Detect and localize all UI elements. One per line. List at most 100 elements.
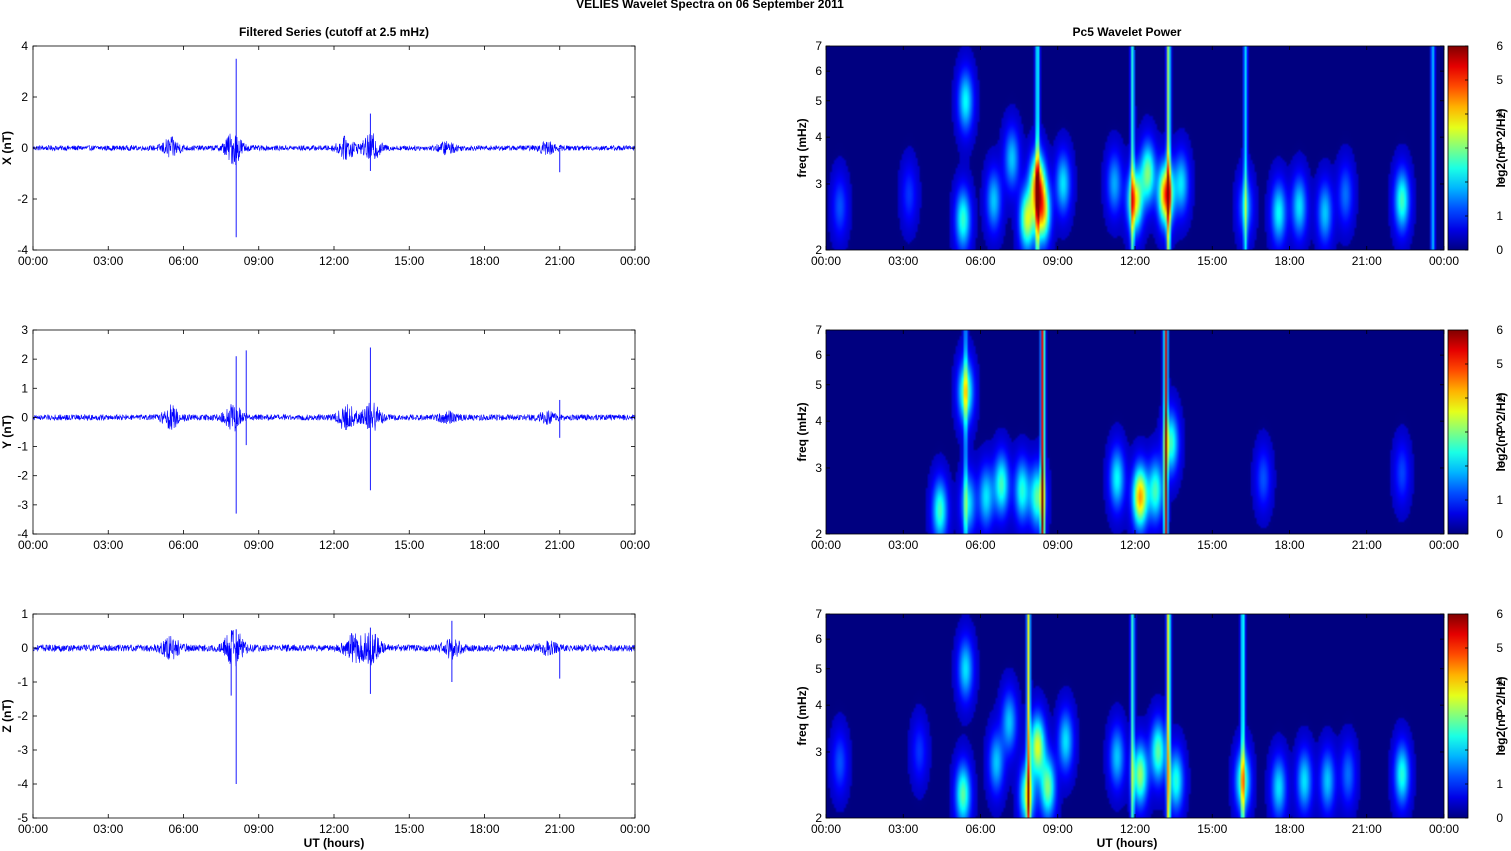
wavelet-y-colorbar-tick-label: 5 bbox=[1496, 357, 1503, 371]
wavelet-z-colorbar-tick-label: 0 bbox=[1496, 811, 1503, 825]
series-z-ytick-label: 1 bbox=[21, 607, 28, 621]
wavelet-y-ytick-label: 2 bbox=[815, 527, 822, 541]
wavelet-x-ytick-label: 6 bbox=[815, 64, 822, 78]
series-z-ytick-label: 0 bbox=[21, 641, 28, 655]
wavelet-y-colorbar-tick-label: 0 bbox=[1496, 527, 1503, 541]
wavelet-y-xtick-label: 12:00 bbox=[1120, 538, 1150, 552]
series-z-ytick-label: -4 bbox=[17, 777, 28, 791]
wavelet-z-xtick-label: 00:00 bbox=[811, 822, 841, 836]
series-y-xtick-label: 15:00 bbox=[394, 538, 424, 552]
wavelet-y-ylabel: freq (mHz) bbox=[795, 402, 809, 461]
wavelet-x-xtick-label: 00:00 bbox=[811, 254, 841, 268]
wavelet-x-ylabel: freq (mHz) bbox=[795, 118, 809, 177]
series-x-ytick-label: 4 bbox=[21, 39, 28, 53]
wavelet-z-ylabel: freq (mHz) bbox=[795, 686, 809, 745]
wavelet-y-xtick-label: 00:00 bbox=[1429, 538, 1459, 552]
wavelet-y-colorbar-tick-label: 1 bbox=[1496, 493, 1503, 507]
wavelet-y-xtick-label: 09:00 bbox=[1043, 538, 1073, 552]
series-z-plot-area bbox=[33, 614, 635, 818]
series-z-ytick-label: -1 bbox=[17, 675, 28, 689]
series-z-ytick-label: -2 bbox=[17, 709, 28, 723]
wavelet-y-xtick-label: 00:00 bbox=[811, 538, 841, 552]
series-z-xtick-label: 21:00 bbox=[545, 822, 575, 836]
wavelet-y-ytick-label: 4 bbox=[815, 414, 822, 428]
wavelet-z-ytick-label: 4 bbox=[815, 698, 822, 712]
wavelet-z-colorbar-tick-label: 6 bbox=[1496, 607, 1503, 621]
wavelet-z-colorbar-tick-label: 1 bbox=[1496, 777, 1503, 791]
wavelet-z-xtick-label: 09:00 bbox=[1043, 822, 1073, 836]
series-y-xtick-label: 09:00 bbox=[244, 538, 274, 552]
series-z-ytick-label: -3 bbox=[17, 743, 28, 757]
series-x-line bbox=[32, 133, 636, 166]
wavelet-x-xtick-label: 03:00 bbox=[888, 254, 918, 268]
series-z-xtick-label: 12:00 bbox=[319, 822, 349, 836]
wavelet-y-colorbar-tick-label: 2 bbox=[1496, 459, 1503, 473]
series-y-ytick-label: -3 bbox=[17, 498, 28, 512]
series-x-ytick-label: 2 bbox=[21, 90, 28, 104]
wavelet-x-colorbar-tick-label: 5 bbox=[1496, 73, 1503, 87]
series-x-xtick-label: 18:00 bbox=[469, 254, 499, 268]
series-z-xtick-label: 06:00 bbox=[168, 822, 198, 836]
series-x-xtick-label: 00:00 bbox=[18, 254, 48, 268]
series-z-xtick-label: 09:00 bbox=[244, 822, 274, 836]
wavelet-z-heatmap bbox=[826, 614, 1444, 818]
wavelet-z-xtick-label: 18:00 bbox=[1274, 822, 1304, 836]
wavelet-y-ytick-label: 6 bbox=[815, 348, 822, 362]
series-x-ytick-label: -2 bbox=[17, 192, 28, 206]
wavelet-x-xtick-label: 18:00 bbox=[1274, 254, 1304, 268]
series-y-ytick-label: 1 bbox=[21, 381, 28, 395]
series-x-xtick-label: 09:00 bbox=[244, 254, 274, 268]
wavelet-z-colorbar-label: log2(nT^2/Hz) bbox=[1494, 676, 1508, 755]
wavelet-y-ytick-label: 7 bbox=[815, 323, 822, 337]
series-y-xtick-label: 03:00 bbox=[93, 538, 123, 552]
wavelet-z-xtick-label: 21:00 bbox=[1352, 822, 1382, 836]
series-x-xtick-label: 15:00 bbox=[394, 254, 424, 268]
series-x-ytick-label: 0 bbox=[21, 141, 28, 155]
wavelet-x-ytick-label: 5 bbox=[815, 94, 822, 108]
wavelet-z-xtick-label: 03:00 bbox=[888, 822, 918, 836]
wavelet-y-ytick-label: 5 bbox=[815, 378, 822, 392]
series-z-ylabel: Z (nT) bbox=[0, 699, 14, 732]
wavelet-x-colorbar-tick-label: 4 bbox=[1496, 107, 1503, 121]
wavelet-y-xtick-label: 21:00 bbox=[1352, 538, 1382, 552]
wavelet-x-heatmap bbox=[826, 46, 1444, 250]
wavelet-y-xtick-label: 15:00 bbox=[1197, 538, 1227, 552]
wavelet-x-xtick-label: 09:00 bbox=[1043, 254, 1073, 268]
series-z-xtick-label: 00:00 bbox=[620, 822, 650, 836]
wavelet-z-ytick-label: 7 bbox=[815, 607, 822, 621]
series-y-ytick-label: -1 bbox=[17, 440, 28, 454]
wavelet-z-ytick-label: 5 bbox=[815, 662, 822, 676]
series-y-ytick-label: 2 bbox=[21, 352, 28, 366]
wavelet-x-colorbar-label: log2(nT^2/Hz) bbox=[1494, 108, 1508, 187]
wavelet-x-colorbar-tick-label: 2 bbox=[1496, 175, 1503, 189]
series-x-xtick-label: 00:00 bbox=[620, 254, 650, 268]
wavelet-z-ytick-label: 6 bbox=[815, 632, 822, 646]
wavelet-x-ytick-label: 7 bbox=[815, 39, 822, 53]
series-y-xtick-label: 06:00 bbox=[168, 538, 198, 552]
wavelet-z-colorbar-tick-label: 2 bbox=[1496, 743, 1503, 757]
series-y-plot-area bbox=[33, 330, 635, 534]
wavelet-x-colorbar-tick-label: 0 bbox=[1496, 243, 1503, 257]
series-x-xtick-label: 03:00 bbox=[93, 254, 123, 268]
series-y-xtick-label: 21:00 bbox=[545, 538, 575, 552]
left-column-title: Filtered Series (cutoff at 2.5 mHz) bbox=[239, 25, 429, 39]
series-z-xtick-label: 03:00 bbox=[93, 822, 123, 836]
series-z-line bbox=[32, 630, 636, 667]
series-y-line bbox=[32, 402, 636, 432]
wavelet-x-ytick-label: 4 bbox=[815, 130, 822, 144]
series-y-ytick-label: 3 bbox=[21, 323, 28, 337]
wavelet-x-xtick-label: 00:00 bbox=[1429, 254, 1459, 268]
series-z-xtick-label: 00:00 bbox=[18, 822, 48, 836]
wavelet-z-colorbar-tick-label: 3 bbox=[1496, 709, 1503, 723]
series-z-xtick-label: 15:00 bbox=[394, 822, 424, 836]
wavelet-x-colorbar-tick-label: 3 bbox=[1496, 141, 1503, 155]
series-y-xtick-label: 00:00 bbox=[18, 538, 48, 552]
wavelet-z-xtick-label: 15:00 bbox=[1197, 822, 1227, 836]
wavelet-x-colorbar-tick-label: 6 bbox=[1496, 39, 1503, 53]
figure-title: VELIES Wavelet Spectra on 06 September 2… bbox=[576, 0, 844, 11]
series-z-ytick-label: -5 bbox=[17, 811, 28, 825]
wavelet-x-xtick-label: 21:00 bbox=[1352, 254, 1382, 268]
right-column-title: Pc5 Wavelet Power bbox=[1073, 25, 1182, 39]
series-z-xtick-label: 18:00 bbox=[469, 822, 499, 836]
